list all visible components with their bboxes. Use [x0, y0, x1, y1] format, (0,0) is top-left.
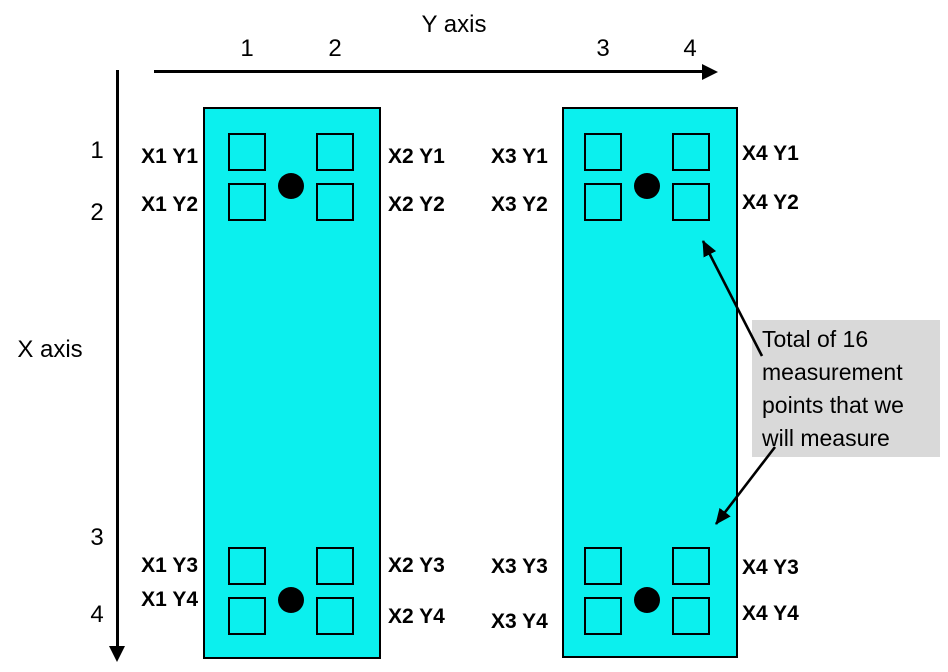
x-axis-tick-1: 1 — [90, 137, 104, 164]
point-label-x4y4: X4 Y4 — [742, 602, 799, 625]
y-axis-title: Y axis — [421, 11, 487, 38]
measurement-square — [672, 547, 710, 585]
cluster-left-bottom — [228, 547, 354, 635]
point-label-x4y3: X4 Y3 — [742, 556, 799, 579]
point-label-x1y3: X1 Y3 — [141, 554, 198, 577]
point-label-x3y4: X3 Y4 — [491, 610, 548, 633]
measurement-square — [672, 597, 710, 635]
board-left — [203, 107, 381, 659]
y-axis-tick-1: 1 — [240, 35, 254, 62]
measurement-square — [672, 133, 710, 171]
center-dot — [634, 587, 660, 613]
cluster-right-bottom — [584, 547, 710, 635]
measurement-square — [584, 597, 622, 635]
cluster-right-top — [584, 133, 710, 221]
center-dot — [634, 173, 660, 199]
point-label-x4y1: X4 Y1 — [742, 142, 799, 165]
point-label-x1y2: X1 Y2 — [141, 193, 198, 216]
x-axis-tick-4: 4 — [90, 601, 104, 628]
point-label-x2y1: X2 Y1 — [388, 145, 445, 168]
center-dot — [278, 173, 304, 199]
measurement-square — [228, 597, 266, 635]
point-label-x3y2: X3 Y2 — [491, 193, 548, 216]
point-label-x2y4: X2 Y4 — [388, 605, 445, 628]
point-label-x3y1: X3 Y1 — [491, 145, 548, 168]
y-axis-tick-4: 4 — [683, 35, 697, 62]
point-label-x2y2: X2 Y2 — [388, 193, 445, 216]
measurement-square — [584, 183, 622, 221]
measurement-square — [316, 183, 354, 221]
x-axis-title: X axis — [17, 336, 83, 363]
x-axis-tick-2: 2 — [90, 199, 104, 226]
y-axis-tick-3: 3 — [596, 35, 610, 62]
cluster-left-top — [228, 133, 354, 221]
measurement-square — [316, 547, 354, 585]
point-label-x2y3: X2 Y3 — [388, 554, 445, 577]
measurement-square — [316, 133, 354, 171]
measurement-square — [228, 183, 266, 221]
y-axis-tick-2: 2 — [328, 35, 342, 62]
point-label-x4y2: X4 Y2 — [742, 191, 799, 214]
arrow-right-icon — [702, 64, 718, 80]
measurement-square — [316, 597, 354, 635]
point-label-x3y3: X3 Y3 — [491, 555, 548, 578]
arrow-down-icon — [109, 646, 125, 662]
annotation-callout: Total of 16 measurement points that we w… — [752, 320, 940, 457]
annotation-line: Total of 16 — [762, 326, 869, 352]
measurement-square — [228, 547, 266, 585]
center-dot — [278, 587, 304, 613]
measurement-square — [584, 547, 622, 585]
annotation-line: will measure — [762, 425, 890, 451]
annotation-line: points that we — [762, 392, 904, 418]
point-label-x1y4: X1 Y4 — [141, 588, 198, 611]
measurement-square — [228, 133, 266, 171]
x-axis-line — [116, 70, 119, 648]
x-axis-tick-3: 3 — [90, 524, 104, 551]
annotation-line: measurement — [762, 359, 903, 385]
y-axis-line — [154, 70, 704, 73]
measurement-square — [584, 133, 622, 171]
point-label-x1y1: X1 Y1 — [141, 145, 198, 168]
measurement-square — [672, 183, 710, 221]
